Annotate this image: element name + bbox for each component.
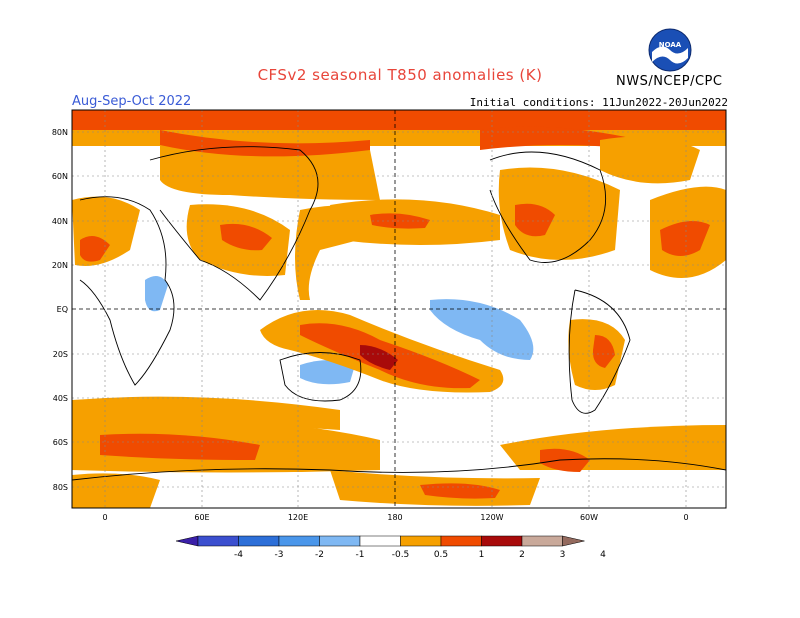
- colorbar-segment: [359, 535, 401, 547]
- lat-label: 60N: [52, 172, 68, 181]
- colorbar-segment: [481, 535, 523, 547]
- agency-label: NWS/NCEP/CPC: [616, 74, 723, 89]
- lat-label: 80S: [53, 483, 68, 492]
- colorbar-tick-label: -3: [275, 550, 284, 560]
- colorbar-segment: [521, 535, 563, 547]
- lon-label: 120E: [288, 513, 308, 522]
- colorbar-tick-label: -4: [234, 550, 243, 560]
- logo-text: NOAA: [659, 41, 682, 49]
- anomaly-field: [72, 110, 726, 508]
- longitude-labels: 0 60E 120E 180 120W 60W 0: [102, 513, 688, 522]
- lat-label: 20S: [53, 350, 68, 359]
- season-label: Aug-Sep-Oct 2022: [72, 94, 192, 109]
- lat-label: 40S: [53, 394, 68, 403]
- lat-label: 20N: [52, 261, 68, 270]
- initial-conditions-label: Initial conditions: 11Jun2022-20Jun2022: [469, 96, 728, 109]
- lon-label: 60E: [194, 513, 209, 522]
- colorbar: -4 -3 -2 -1 -0.5 0.5 1 2 3 4: [175, 535, 606, 560]
- latitude-labels: 80N 60N 40N 20N EQ 20S 40S 60S 80S: [52, 128, 68, 492]
- lat-label: 80N: [52, 128, 68, 137]
- colorbar-tick-label: -1: [356, 550, 365, 560]
- lat-label: EQ: [57, 305, 68, 314]
- coastlines: [72, 146, 726, 481]
- map-frame: [71, 109, 727, 509]
- colorbar-segment: [319, 535, 361, 547]
- lat-label: 60S: [53, 438, 68, 447]
- colorbar-tick-label: 2: [519, 550, 525, 560]
- lat-label: 40N: [52, 217, 68, 226]
- colorbar-segment: [440, 535, 482, 547]
- colorbar-tick-label: 4: [600, 550, 606, 560]
- colorbar-tick-label: 3: [560, 550, 566, 560]
- colorbar-tick-label: -2: [315, 550, 324, 560]
- colorbar-segment: [400, 535, 442, 547]
- colorbar-segment: [278, 535, 320, 547]
- reference-lines: [72, 110, 726, 508]
- graticule: [72, 110, 726, 508]
- lon-label: 180: [387, 513, 402, 522]
- lon-label: 0: [683, 513, 688, 522]
- colorbar-segment: [238, 535, 280, 547]
- colorbar-arrow-low: [175, 535, 199, 547]
- lon-label: 60W: [580, 513, 598, 522]
- noaa-logo: NOAA: [648, 28, 692, 72]
- colorbar-tick-label: 1: [479, 550, 485, 560]
- lon-label: 0: [102, 513, 107, 522]
- map-title: CFSv2 seasonal T850 anomalies (K): [257, 66, 543, 84]
- lon-label: 120W: [480, 513, 503, 522]
- colorbar-arrow-high: [562, 535, 585, 547]
- colorbar-tick-label: 0.5: [434, 550, 448, 560]
- colorbar-tick-label: -0.5: [392, 550, 410, 560]
- colorbar-segment: [197, 535, 239, 547]
